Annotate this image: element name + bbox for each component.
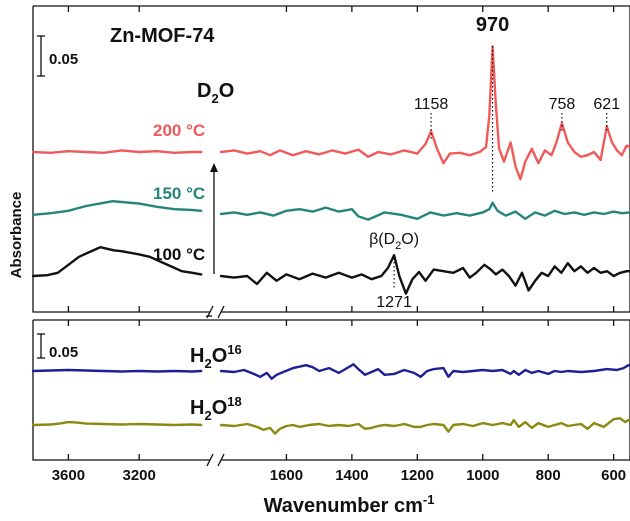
peak-label-758: 758 [549, 96, 576, 113]
series-label-top-1: 150 °C [153, 184, 205, 203]
trace-right-0 [219, 45, 630, 181]
y-axis-label: Absorbance [8, 192, 25, 279]
top-scale-bar-label: 0.05 [49, 51, 78, 68]
bottom-panel-frame-left [32, 320, 210, 461]
plot-frames [32, 5, 630, 467]
trace-bottom-left-0 [31, 368, 203, 373]
axis-break-mark-3 [206, 453, 214, 467]
heating-arrow [210, 163, 218, 274]
peak-label-1271: 1271 [376, 294, 412, 311]
x-tick-label: 3600 [52, 467, 85, 484]
trace-bottom-right-1 [219, 417, 630, 435]
peak-label-1158: 1158 [414, 96, 449, 113]
top-panel-frame-right [33, 5, 630, 313]
x-tick-label: 1600 [270, 467, 303, 484]
bottom-panel-frame-right [33, 319, 630, 461]
x-tick-label: 3200 [123, 467, 156, 484]
trace-bottom-left-1 [31, 420, 203, 427]
trace-bottom-right-0 [219, 363, 630, 380]
trace-right-1 [219, 201, 630, 221]
x-axis-label: Wavenumber cm-1 [264, 492, 435, 517]
x-tick-label: 1400 [335, 467, 368, 484]
axis-break-mark-2 [217, 305, 225, 319]
x-tick-label: 800 [536, 467, 561, 484]
trace-left-2 [31, 246, 203, 278]
x-axis-tick-labels: 3600 3200 1600 1400 1200 1000 800 600 [52, 467, 626, 484]
x-tick-label: 1000 [466, 467, 499, 484]
spectrum-traces [31, 45, 630, 435]
x-tick-label: 1200 [401, 467, 434, 484]
bottom-scale-bar-label: 0.05 [49, 344, 78, 361]
trace-left-1 [31, 200, 203, 216]
peak-label-621: 621 [593, 96, 620, 113]
series-label-bottom-0: H2O16 [190, 342, 242, 371]
series-label-top-2: 100 °C [153, 245, 205, 264]
peak-annotations: 970 1158 758 621 1271 β(D2O) [369, 14, 620, 311]
chart-title: Zn-MOF-74 [110, 25, 215, 47]
peak-label-970: 970 [476, 14, 509, 36]
x-axis-ticks [67, 6, 615, 460]
trace-right-2 [219, 254, 630, 295]
series-label-top-0: 200 °C [153, 121, 205, 140]
x-tick-label: 600 [601, 467, 626, 484]
trace-left-0 [31, 149, 203, 154]
top-panel-frame-left [32, 6, 210, 313]
series-label-bottom-1: H2O18 [190, 394, 242, 423]
series-labels: 200 °C 150 °C 100 °C H2O16 H2O18 [153, 121, 242, 423]
axis-break-mark-4 [217, 453, 225, 467]
top-scale-bar: 0.05 [37, 35, 78, 77]
d2o-label: D2O [197, 80, 234, 106]
bottom-scale-bar: 0.05 [37, 333, 78, 361]
beta-d2o-label: β(D2O) [369, 231, 419, 252]
